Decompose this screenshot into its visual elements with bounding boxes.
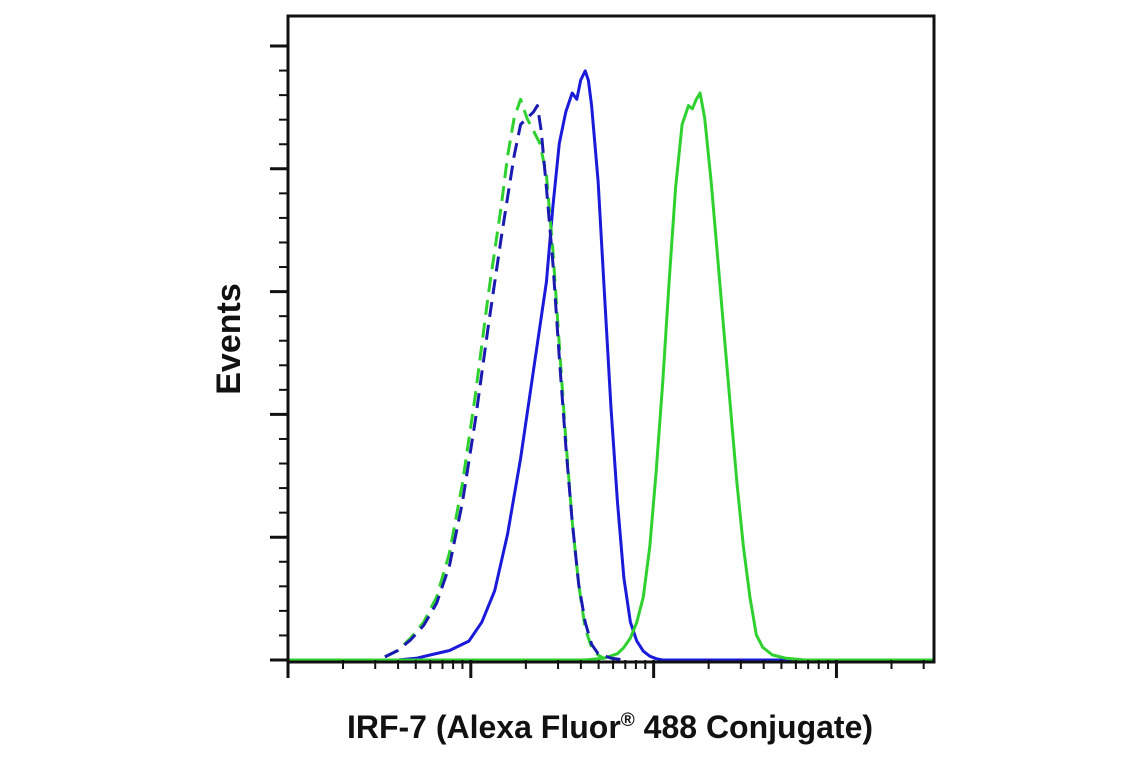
x-axis-label-main: IRF-7 (Alexa Fluor	[347, 709, 621, 745]
histogram-series-3-dashed	[384, 97, 606, 660]
histogram-series-1-solid	[288, 69, 934, 662]
x-axis-label-rest: 488 Conjugate)	[635, 709, 873, 745]
histogram-series-2-solid	[288, 91, 934, 662]
x-axis-label: IRF-7 (Alexa Fluor® 488 Conjugate)	[347, 709, 873, 745]
histogram-series-4-dashed	[384, 104, 625, 662]
y-axis-ticks	[270, 44, 288, 662]
plot-frame	[286, 14, 936, 664]
x-axis-label-registered-mark: ®	[621, 710, 635, 731]
series-layer	[288, 69, 934, 662]
y-axis-label: Events	[210, 283, 248, 395]
x-axis-ticks	[286, 660, 925, 678]
